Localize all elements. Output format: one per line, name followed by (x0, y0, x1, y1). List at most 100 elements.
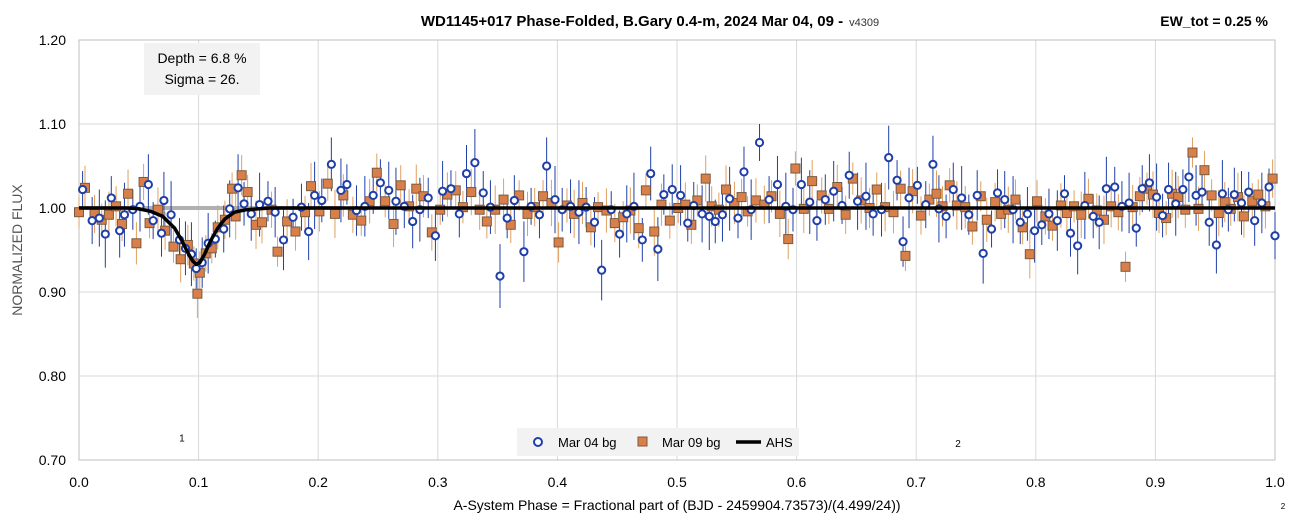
data-point-mar04 (704, 211, 714, 221)
data-point-mar04 (646, 168, 656, 179)
data-point-mar04 (1044, 209, 1054, 219)
data-point-mar04 (534, 210, 545, 220)
y-tick-label: 0.90 (39, 284, 66, 300)
data-point-mar09 (371, 167, 382, 178)
data-point-mar04 (100, 229, 110, 239)
phase-marker-2: 2 (955, 439, 961, 450)
data-point-mar09 (395, 180, 406, 191)
data-point-mar04 (1244, 187, 1254, 197)
info-box: Depth = 6.8 % Sigma = 26. (144, 43, 260, 95)
x-tick-label: 0.0 (69, 474, 89, 490)
data-point-mar04 (166, 210, 176, 220)
data-point-mar04 (992, 188, 1003, 198)
data-point-mar09 (168, 241, 179, 252)
data-point-mar09 (640, 185, 651, 196)
data-point-mar09 (192, 288, 203, 299)
data-point-mar04 (868, 209, 878, 219)
data-point-mar04 (948, 184, 958, 195)
data-point-mar04 (310, 190, 320, 200)
data-point-mar04 (1015, 217, 1025, 227)
data-point-mar09 (103, 209, 114, 220)
data-point-mar09 (1267, 173, 1278, 184)
data-point-mar04 (1088, 211, 1098, 221)
data-point-mar04 (502, 213, 512, 223)
data-point-mar09 (123, 188, 134, 199)
info-box-background (144, 43, 260, 95)
data-point-mar04 (1184, 172, 1194, 182)
data-point-mar04 (304, 226, 314, 237)
data-point-mar09 (322, 178, 333, 189)
data-point-mar09 (1199, 165, 1210, 176)
data-point-mar04 (106, 193, 116, 203)
data-point-mar04 (904, 193, 914, 203)
data-point-mar04 (733, 213, 743, 223)
data-point-mar04 (509, 195, 519, 206)
data-point-mar04 (1236, 198, 1247, 208)
data-point-mar04 (1257, 198, 1267, 208)
data-point-mar04 (278, 235, 289, 245)
data-point-mar04 (446, 184, 456, 194)
legend-marker-mar09 (637, 436, 648, 447)
data-point-mar04 (1163, 184, 1174, 195)
data-point-mar04 (754, 137, 765, 148)
data-point-mar04 (454, 209, 464, 219)
data-point-mar04 (622, 209, 632, 219)
data-point-mar04 (1197, 187, 1207, 197)
data-point-mar04 (1094, 217, 1104, 227)
data-point-mar04 (589, 217, 600, 227)
data-point-mar04 (812, 216, 822, 226)
data-point-mar04 (659, 189, 669, 200)
data-point-mar04 (912, 180, 922, 190)
data-point-mar09 (1120, 261, 1131, 272)
data-point-mar04 (408, 216, 418, 227)
data-point-mar09 (981, 214, 992, 225)
data-point-mar04 (898, 237, 908, 247)
data-point-mar04 (710, 216, 720, 227)
data-point-mar09 (1253, 189, 1264, 200)
data-point-mar04 (667, 184, 677, 195)
data-point-mar04 (1157, 210, 1168, 221)
data-point-mar04 (77, 184, 88, 195)
x-tick-label: 0.5 (667, 474, 687, 490)
data-point-mar04 (94, 213, 104, 223)
data-point-mar04 (430, 231, 441, 241)
depth-text: Depth = 6.8 % (157, 50, 246, 66)
data-point-mar09 (783, 234, 794, 245)
data-point-mar04 (861, 191, 871, 201)
chart-title-main: WD1145+017 Phase-Folded, B.Gary 0.4-m, 2… (421, 13, 843, 30)
data-point-mar09 (538, 191, 549, 202)
data-point-mar04 (115, 226, 125, 236)
data-point-mar04 (1037, 220, 1047, 230)
data-point-mar04 (143, 179, 153, 190)
data-point-mar09 (514, 190, 525, 201)
data-point-mar04 (233, 183, 243, 193)
data-point-mar09 (256, 217, 267, 228)
x-axis-label: A-System Phase = Fractional part of (BJD… (453, 497, 900, 513)
data-point-mar09 (871, 184, 882, 195)
data-point-mar04 (225, 204, 235, 214)
data-point-mar04 (957, 193, 967, 203)
chart-title: WD1145+017 Phase-Folded, B.Gary 0.4-m, 2… (421, 13, 879, 30)
data-point-mar04 (159, 195, 169, 206)
data-point-mar09 (790, 163, 801, 174)
data-point-mar04 (342, 179, 352, 190)
ew-total-label: EW_tot = 0.25 % (1160, 13, 1268, 29)
sigma-text: Sigma = 26. (164, 71, 239, 87)
data-point-mar09 (236, 170, 247, 181)
data-point-mar04 (1178, 184, 1188, 195)
data-point-mar04 (1151, 192, 1162, 202)
data-point-mar09 (900, 250, 911, 261)
data-point-mar09 (1187, 147, 1198, 158)
x-tick-labels: 0.0 0.1 0.2 0.3 0.4 0.5 0.6 0.7 0.8 0.9 1.0 (69, 474, 1285, 490)
corner-note: 2 (1281, 502, 1286, 511)
data-point-mar09 (356, 215, 367, 226)
data-point-mar04 (156, 228, 167, 238)
data-point-mar09 (380, 196, 391, 207)
data-point-mar04 (470, 158, 480, 168)
data-point-mar04 (317, 195, 327, 206)
data-point-mar04 (637, 235, 647, 245)
data-point-mar04 (288, 212, 298, 222)
data-point-mar04 (852, 196, 863, 206)
data-point-mar09 (1024, 249, 1035, 260)
